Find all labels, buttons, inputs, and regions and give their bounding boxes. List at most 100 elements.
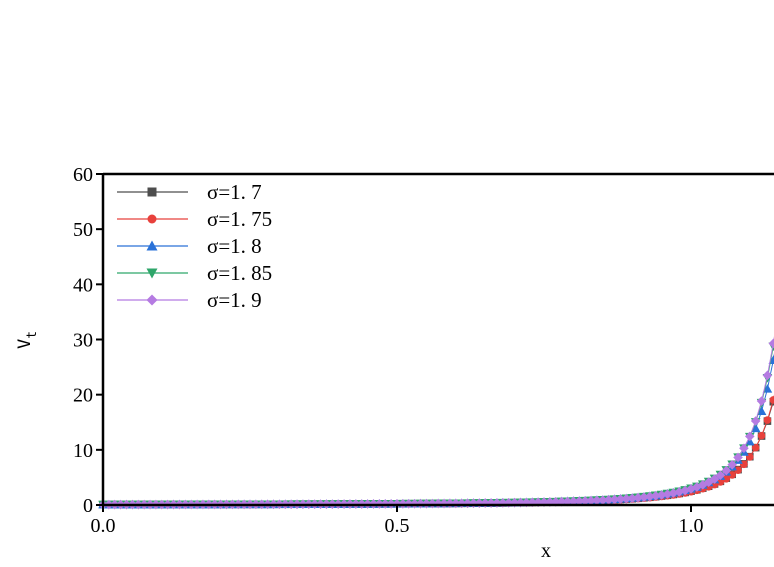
legend: σ=1. 7 σ=1. 75 σ=1. 8 σ=1. 85 σ=1. 9	[117, 180, 272, 312]
data-point	[586, 495, 596, 506]
y-tick-label: 60	[73, 164, 93, 186]
data-point	[756, 406, 767, 415]
data-point	[763, 416, 772, 424]
data-point	[656, 490, 667, 500]
data-point	[703, 477, 714, 488]
data-point	[415, 498, 426, 509]
data-point	[468, 498, 479, 509]
x-tick-label: 1.0	[679, 515, 704, 537]
series-line	[102, 394, 774, 506]
series-1	[99, 394, 774, 509]
data-point	[697, 480, 708, 490]
data-point	[750, 423, 761, 433]
legend-marker	[147, 187, 157, 197]
data-point	[686, 484, 696, 494]
data-point	[539, 497, 549, 507]
y-axis-label-main: V	[15, 339, 35, 349]
x-tick-label: 0.0	[91, 515, 116, 537]
data-point	[456, 498, 467, 509]
legend-item: σ=1. 7	[117, 180, 262, 204]
data-point	[750, 416, 761, 426]
data-point	[550, 497, 561, 507]
series-3	[98, 338, 774, 510]
data-point	[716, 478, 725, 486]
data-point	[556, 496, 567, 507]
data-point	[762, 370, 773, 381]
series-2	[98, 352, 774, 509]
data-point	[645, 491, 655, 502]
x-axis-label: x	[541, 540, 551, 562]
series-4	[98, 336, 774, 510]
plot-area	[98, 336, 774, 510]
data-point	[480, 498, 490, 508]
legend-item: σ=1. 9	[117, 288, 262, 312]
data-point	[733, 452, 743, 463]
series-0	[99, 396, 774, 509]
legend-marker	[146, 294, 158, 306]
legend-item: σ=1. 85	[117, 261, 272, 285]
series-line	[103, 352, 774, 506]
data-point	[445, 498, 455, 509]
data-point	[756, 396, 767, 406]
data-point	[727, 459, 737, 470]
legend-item: σ=1. 8	[117, 234, 262, 258]
data-point	[527, 497, 538, 508]
data-point	[768, 338, 774, 349]
data-point	[709, 474, 720, 484]
data-point	[715, 470, 726, 481]
series-line	[102, 336, 774, 506]
data-point	[650, 491, 661, 501]
data-point	[728, 471, 736, 479]
data-point	[680, 485, 690, 496]
data-point	[615, 494, 626, 504]
data-point	[627, 493, 637, 504]
data-point	[574, 496, 585, 506]
data-point	[769, 396, 774, 404]
data-point	[609, 494, 620, 505]
data-point	[662, 489, 673, 499]
y-axis-label-sub: t	[25, 331, 40, 339]
y-axis-label: Vt	[15, 331, 40, 349]
series-line	[102, 396, 774, 506]
x-tick-label: 0.5	[385, 515, 410, 537]
data-point	[722, 474, 731, 483]
data-point	[409, 498, 420, 509]
data-point	[598, 495, 608, 505]
legend-marker	[146, 240, 158, 251]
data-point	[545, 497, 555, 507]
data-point	[721, 465, 732, 476]
data-point	[492, 498, 502, 508]
legend-marker	[147, 214, 157, 224]
data-point	[674, 487, 685, 497]
data-point	[568, 496, 579, 507]
data-point	[639, 492, 649, 502]
data-point	[503, 497, 514, 508]
series-line	[102, 338, 774, 506]
data-point	[521, 497, 532, 508]
legend-label: σ=1. 7	[207, 180, 262, 204]
data-point	[762, 384, 773, 393]
data-point	[751, 443, 760, 452]
y-tick-label: 10	[73, 440, 93, 462]
data-point	[739, 443, 749, 454]
data-point	[533, 497, 543, 508]
y-tick-label: 30	[73, 330, 93, 352]
legend-label: σ=1. 9	[207, 288, 262, 312]
legend-label: σ=1. 75	[207, 207, 272, 231]
data-point	[692, 482, 702, 492]
legend-item: σ=1. 75	[117, 207, 272, 231]
data-point	[603, 495, 614, 505]
data-point	[668, 488, 679, 498]
legend-label: σ=1. 8	[207, 234, 262, 258]
data-point	[633, 492, 643, 503]
legend-label: σ=1. 85	[207, 261, 272, 285]
data-point	[580, 496, 590, 506]
data-point	[745, 431, 755, 442]
y-tick-label: 0	[83, 495, 93, 517]
legend-marker	[146, 268, 158, 279]
data-point	[433, 498, 443, 509]
y-tick-label: 20	[73, 385, 93, 407]
y-tick-label: 50	[73, 219, 93, 241]
